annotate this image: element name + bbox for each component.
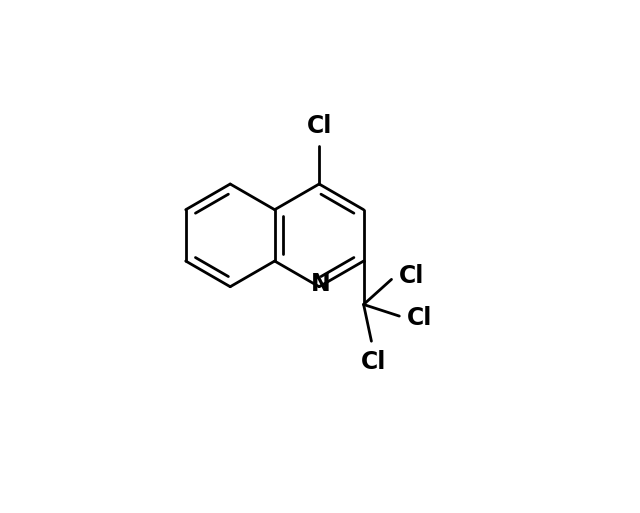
Text: Cl: Cl xyxy=(307,114,332,138)
Text: Cl: Cl xyxy=(361,350,386,374)
Text: Cl: Cl xyxy=(399,264,424,288)
Text: N: N xyxy=(310,271,330,295)
Text: Cl: Cl xyxy=(406,306,432,330)
